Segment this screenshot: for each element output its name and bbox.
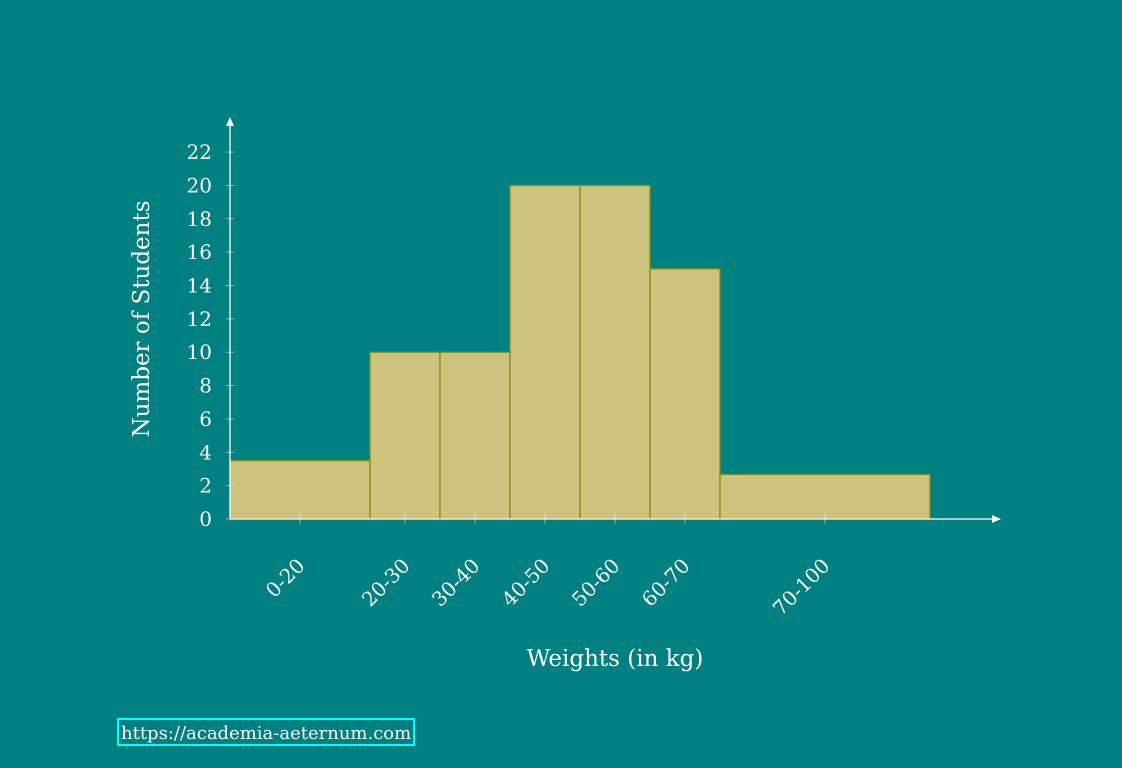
y-tick-label: 18 [187,207,212,231]
histogram-bar [229,459,371,520]
histogram-bar [369,351,441,520]
y-tick-label: 22 [187,140,212,164]
y-tick-label: 0 [199,507,212,531]
x-axis-ticks: 0-20 20-30 30-40 40-50 50-60 60-70 70-100 [261,514,835,620]
histogram-bar [649,268,721,520]
y-axis-ticks: 0 2 4 6 8 10 12 14 16 18 20 22 [187,140,234,531]
y-tick-label: 12 [187,307,212,331]
histogram-bar [439,351,511,520]
y-tick-label: 6 [199,407,212,431]
y-tick-label: 10 [187,340,212,364]
bars-group [229,184,931,520]
histogram-bar [719,473,931,520]
x-tick-label: 60-70 [637,554,695,612]
y-tick-label: 14 [187,273,212,297]
x-tick-label: 40-50 [497,554,555,612]
y-tick-label: 16 [187,240,212,264]
x-tick-label: 30-40 [427,554,485,612]
y-tick-label: 20 [187,173,212,197]
y-tick-label: 4 [199,440,212,464]
histogram-bar [509,184,581,520]
x-axis-label: Weights (in kg) [527,646,704,672]
histogram-bar [579,184,651,520]
y-tick-label: 2 [199,474,212,498]
x-tick-label: 20-30 [357,554,415,612]
x-tick-label: 70-100 [768,554,835,621]
y-axis-label: Number of Students [129,200,155,437]
website-link[interactable]: https://academia-aeternum.com [117,718,416,746]
x-tick-label: 0-20 [261,554,310,603]
y-tick-label: 8 [199,374,212,398]
x-tick-label: 50-60 [567,554,625,612]
